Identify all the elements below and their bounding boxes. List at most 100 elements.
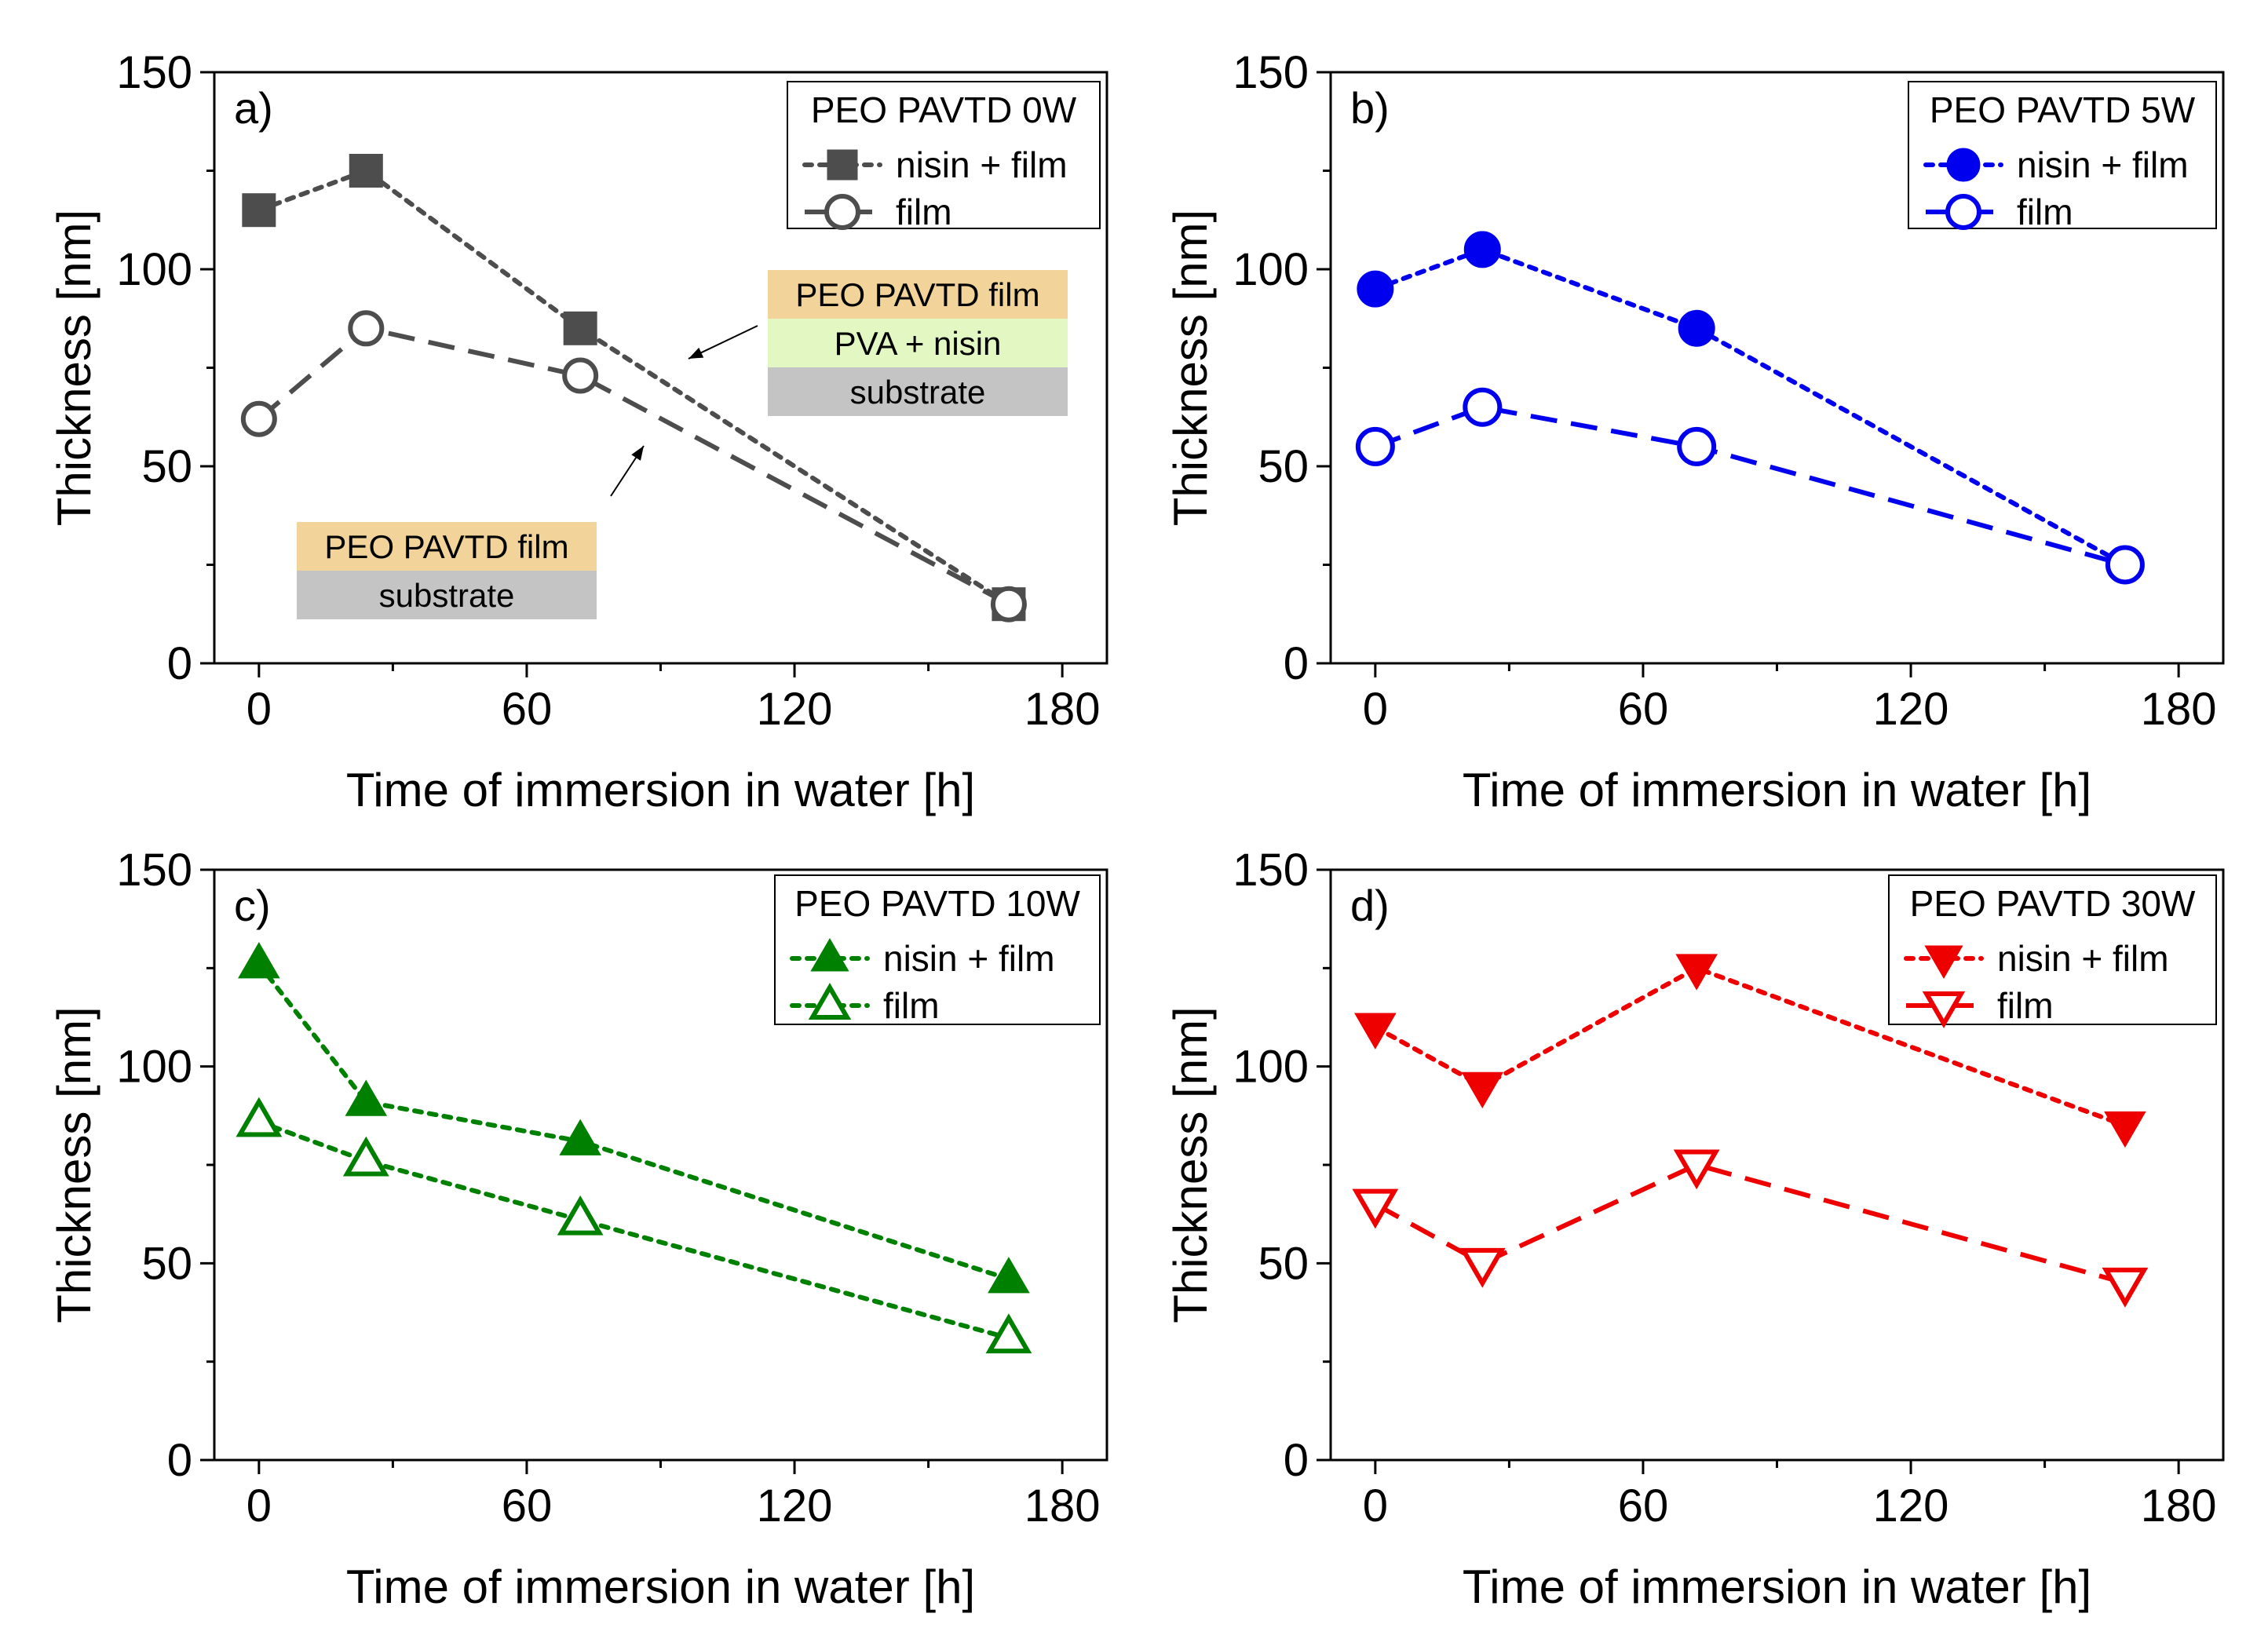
y-axis-title: Thickness [nm] — [1164, 1006, 1217, 1323]
chart-panel-c: 0 60 120 180 0 50 100 150 Time of immersion in w… — [48, 845, 1108, 1613]
data-point-nisin-film — [2104, 1111, 2146, 1148]
y-axis-title: Thickness [nm] — [48, 1006, 100, 1323]
y-tick-label: 0 — [1284, 638, 1309, 689]
legend-entry-nisin-film: nisin + film — [2017, 144, 2189, 185]
x-axis-title: Time of immersion in water [h] — [1463, 764, 2091, 816]
y-tick-label: 50 — [141, 441, 192, 492]
layer-label: PEO PAVTD film — [324, 528, 568, 565]
layer-block — [768, 367, 1068, 416]
legend-marker — [827, 149, 858, 181]
data-point-film — [1677, 426, 1717, 466]
data-point-nisin-film — [1463, 231, 1501, 268]
data-point-nisin-film — [1461, 1071, 1504, 1109]
legend: PEO PAVTD 30W nisin + film film — [1888, 874, 2217, 1028]
legend: PEO PAVTD 0W nisin + film film — [787, 81, 1101, 232]
x-tick-label: 0 — [247, 684, 272, 735]
x-tick-label: 0 — [247, 1480, 272, 1531]
data-point-film — [342, 1136, 389, 1177]
data-point-film — [1463, 387, 1503, 427]
series-line-nisin-film — [256, 962, 1011, 1282]
legend-entry-film: film — [883, 985, 940, 1026]
x-tick-label: 60 — [1618, 1480, 1669, 1531]
legend-entry-nisin-film: nisin + film — [896, 144, 1068, 185]
x-tick-label: 60 — [502, 1480, 553, 1531]
y-tick-label: 0 — [167, 638, 192, 689]
chart-panel-d: 0 60 120 180 0 50 100 150 Time of immersion in w… — [1164, 845, 2225, 1613]
data-point-film — [985, 1313, 1032, 1354]
layer-block — [768, 270, 1068, 319]
legend-marker — [808, 983, 852, 1020]
y-tick-label: 100 — [1233, 244, 1309, 295]
layer-label: PEO PAVTD film — [795, 276, 1039, 313]
data-point-film — [348, 310, 385, 347]
data-point-nisin-film — [1678, 309, 1715, 347]
data-point-nisin-film — [988, 1257, 1030, 1294]
x-tick-label: 180 — [1024, 684, 1101, 735]
data-point-nisin-film — [1357, 270, 1394, 308]
data-point-nisin-film — [1675, 954, 1718, 991]
layer-block — [297, 571, 597, 619]
y-tick-label: 50 — [141, 1238, 192, 1289]
layer-stack-diagram: PEO PAVTD film substrate — [297, 445, 645, 619]
data-point-nisin-film — [238, 942, 280, 979]
annotation-arrow-head — [631, 446, 644, 461]
panel-label: d) — [1350, 881, 1390, 930]
data-point-film — [1673, 1149, 1720, 1190]
legend-title: PEO PAVTD 5W — [1930, 89, 2196, 130]
x-axis-title: Time of immersion in water [h] — [346, 764, 975, 816]
y-tick-label: 0 — [1284, 1435, 1309, 1486]
y-tick-label: 0 — [167, 1435, 192, 1486]
legend: PEO PAVTD 10W nisin + film film — [774, 874, 1101, 1026]
data-point-nisin-film — [242, 193, 276, 228]
y-tick-label: 150 — [1233, 47, 1309, 98]
annotation-arrow-head — [688, 347, 704, 359]
chart-panel-b: 0 60 120 180 0 50 100 150 Time of immersion in w… — [1164, 47, 2225, 816]
data-point-nisin-film — [349, 154, 383, 188]
x-tick-label: 180 — [1024, 1480, 1101, 1531]
x-tick-label: 60 — [502, 684, 553, 735]
series-line-nisin-film — [1372, 966, 2127, 1128]
data-point-nisin-film — [559, 1119, 601, 1155]
data-point-film — [240, 400, 277, 437]
series-line-film — [256, 1119, 1011, 1341]
data-point-film — [1352, 1188, 1399, 1229]
data-point-film — [2102, 1267, 2149, 1308]
series-line-nisin-film — [1372, 246, 2127, 568]
data-point-film — [557, 1195, 604, 1236]
x-tick-label: 60 — [1618, 684, 1669, 735]
legend-entry-film: film — [1997, 985, 2054, 1026]
layer-block — [768, 319, 1068, 367]
y-tick-label: 100 — [116, 244, 192, 295]
layer-label: PVA + nisin — [835, 325, 1002, 362]
data-point-nisin-film — [1354, 1013, 1397, 1049]
legend-marker — [1922, 991, 1966, 1028]
y-tick-label: 150 — [116, 845, 192, 896]
y-tick-label: 150 — [1233, 845, 1309, 896]
panel-label: a) — [234, 83, 273, 133]
x-tick-label: 120 — [757, 1480, 833, 1531]
data-point-nisin-film — [563, 311, 597, 345]
data-point-film — [1459, 1247, 1506, 1288]
data-point-film — [562, 357, 599, 394]
data-point-film — [1355, 426, 1395, 466]
series-line-film — [1374, 1162, 2126, 1286]
series-line-film — [257, 326, 1010, 607]
x-tick-label: 0 — [1363, 684, 1388, 735]
data-point-film — [236, 1097, 283, 1137]
y-tick-label: 100 — [1233, 1042, 1309, 1093]
x-axis-title: Time of immersion in water [h] — [346, 1561, 975, 1613]
data-point-film — [2105, 545, 2145, 585]
y-tick-label: 100 — [116, 1042, 192, 1093]
y-tick-label: 50 — [1258, 441, 1309, 492]
series-line-film — [1374, 404, 2126, 568]
x-tick-label: 0 — [1363, 1480, 1388, 1531]
panel-label: b) — [1350, 83, 1390, 133]
legend-title: PEO PAVTD 10W — [794, 883, 1080, 924]
x-tick-label: 180 — [2141, 684, 2217, 735]
legend-title: PEO PAVTD 0W — [811, 89, 1077, 130]
legend-marker — [1945, 194, 1981, 230]
x-axis-title: Time of immersion in water [h] — [1463, 1561, 2091, 1613]
legend-entry-nisin-film: nisin + film — [883, 938, 1055, 979]
data-point-film — [990, 586, 1027, 622]
